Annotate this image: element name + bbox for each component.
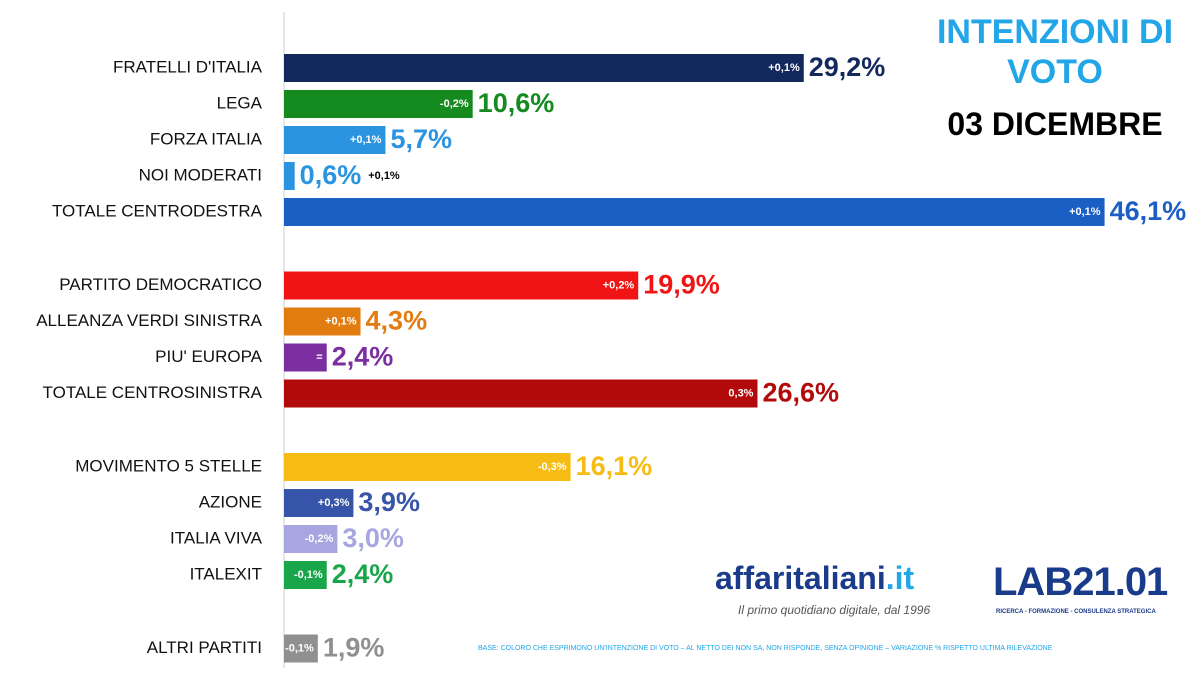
change-label: +0,2%	[603, 279, 635, 291]
value-label: 3,9%	[358, 487, 420, 517]
bar	[284, 343, 327, 372]
category-label: ITALIA VIVA	[170, 528, 263, 547]
value-label: 26,6%	[762, 378, 839, 408]
brand-tagline: Il primo quotidiano digitale, dal 1996	[738, 603, 931, 617]
value-label: 3,0%	[342, 523, 404, 553]
change-label: +0,1%	[768, 62, 800, 74]
category-label: ALLEANZA VERDI SINISTRA	[36, 311, 262, 330]
brand-name: affaritaliani	[715, 560, 886, 596]
chart-title: INTENZIONI DI VOTO	[936, 13, 1174, 91]
value-label: 46,1%	[1110, 196, 1187, 226]
change-label: =	[316, 351, 322, 363]
category-label: TOTALE CENTRODESTRA	[52, 201, 263, 220]
bar	[284, 90, 473, 118]
bar	[284, 126, 386, 154]
change-label: +0,1%	[1069, 206, 1101, 218]
value-label: 16,1%	[576, 451, 653, 481]
bar	[284, 379, 758, 408]
category-label: LEGA	[217, 93, 263, 112]
brand-logo: affaritaliani.it	[715, 560, 914, 597]
bar	[284, 162, 295, 190]
change-label: +0,1%	[350, 134, 382, 146]
bar	[284, 198, 1105, 226]
lab-tagline: RICERCA - FORMAZIONE - CONSULENZA STRATE…	[996, 609, 1156, 615]
change-label: -0,1%	[285, 642, 314, 654]
category-label: ALTRI PARTITI	[147, 638, 262, 657]
category-label: NOI MODERATI	[139, 165, 262, 184]
value-label: 29,2%	[809, 52, 886, 82]
value-label: 4,3%	[366, 306, 428, 336]
change-label: -0,3%	[538, 461, 567, 473]
bar	[284, 634, 318, 663]
change-label: +0,1%	[325, 315, 357, 327]
category-label: MOVIMENTO 5 STELLE	[75, 456, 262, 475]
value-label: 2,4%	[332, 559, 394, 589]
category-label: ITALEXIT	[190, 564, 262, 583]
change-label: 0,3%	[728, 387, 753, 399]
bar	[284, 54, 804, 82]
footnote: BASE: COLORO CHE ESPRIMONO UN'INTENZIONE…	[478, 645, 1053, 652]
value-label: 0,6%	[300, 160, 362, 190]
change-label: -0,2%	[440, 98, 469, 110]
bar	[284, 561, 327, 589]
value-label: 10,6%	[478, 88, 555, 118]
change-label: -0,1%	[294, 569, 323, 581]
bar	[284, 489, 354, 517]
bar	[284, 525, 338, 553]
value-label: 2,4%	[332, 342, 394, 372]
value-label: 5,7%	[390, 124, 452, 154]
change-label: -0,2%	[305, 533, 334, 545]
category-label: TOTALE CENTROSINISTRA	[43, 383, 263, 402]
category-label: FORZA ITALIA	[150, 129, 263, 148]
bar	[284, 453, 571, 481]
category-label: FRATELLI D'ITALIA	[113, 57, 263, 76]
lab-logo: LAB21.01	[993, 560, 1168, 604]
category-label: PARTITO DEMOCRATICO	[59, 275, 262, 294]
value-label: 19,9%	[643, 270, 720, 300]
category-label: PIU' EUROPA	[155, 347, 263, 366]
chart-subtitle: 03 DICEMBRE	[947, 106, 1163, 142]
bar	[284, 271, 639, 300]
change-label: +0,1%	[368, 170, 400, 182]
brand-tld: .it	[885, 560, 915, 596]
change-label: +0,3%	[318, 497, 350, 509]
value-label: 1,9%	[323, 633, 385, 663]
bar	[284, 307, 361, 336]
category-label: AZIONE	[199, 492, 262, 511]
